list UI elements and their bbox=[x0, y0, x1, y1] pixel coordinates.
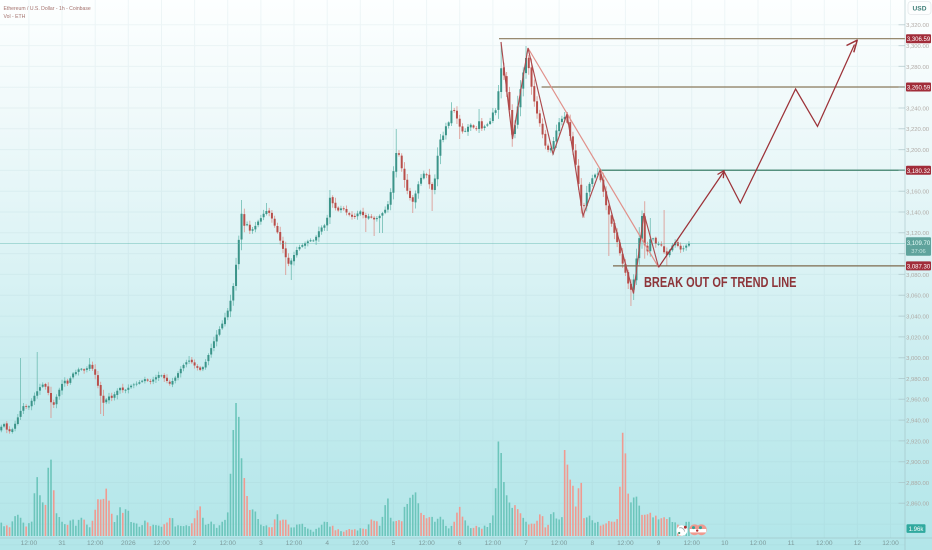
svg-text:12: 12 bbox=[854, 540, 862, 547]
svg-text:3,300.00: 3,300.00 bbox=[906, 44, 930, 50]
svg-text:BREAK OUT OF TREND LINE: BREAK OUT OF TREND LINE bbox=[644, 274, 797, 291]
svg-text:11: 11 bbox=[788, 540, 795, 547]
svg-text:6: 6 bbox=[458, 540, 462, 547]
svg-text:3,200.00: 3,200.00 bbox=[906, 148, 930, 154]
svg-text:2,900.00: 2,900.00 bbox=[906, 460, 930, 466]
svg-text:3,080.00: 3,080.00 bbox=[906, 273, 930, 279]
svg-text:3,040.00: 3,040.00 bbox=[906, 315, 930, 321]
svg-text:7: 7 bbox=[524, 540, 528, 547]
svg-text:3,320.00: 3,320.00 bbox=[906, 23, 930, 29]
svg-text:8: 8 bbox=[590, 540, 594, 547]
svg-text:31: 31 bbox=[58, 540, 66, 547]
svg-text:12:00: 12:00 bbox=[286, 540, 303, 547]
svg-text:3,109.70: 3,109.70 bbox=[907, 241, 931, 247]
svg-text:2,920.00: 2,920.00 bbox=[906, 439, 930, 445]
svg-text:3,060.00: 3,060.00 bbox=[906, 294, 930, 300]
svg-text:3,220.00: 3,220.00 bbox=[906, 127, 930, 133]
svg-text:3,280.00: 3,280.00 bbox=[906, 65, 930, 71]
svg-text:3,180.32: 3,180.32 bbox=[907, 169, 931, 175]
svg-text:3: 3 bbox=[259, 540, 263, 547]
svg-text:2: 2 bbox=[193, 540, 197, 547]
svg-text:12:00: 12:00 bbox=[882, 540, 899, 547]
svg-text:10: 10 bbox=[721, 540, 729, 547]
svg-text:3,120.00: 3,120.00 bbox=[906, 231, 930, 237]
svg-text:3,306.59: 3,306.59 bbox=[907, 37, 931, 43]
svg-text:Ethereum / U.S. Dollar - 1h -: Ethereum / U.S. Dollar - 1h - Coinbase bbox=[4, 6, 91, 12]
svg-text:3,087.30: 3,087.30 bbox=[907, 264, 931, 270]
svg-text:12:00: 12:00 bbox=[750, 540, 767, 547]
svg-text:12:00: 12:00 bbox=[153, 540, 170, 547]
svg-text:2,860.00: 2,860.00 bbox=[906, 502, 930, 508]
svg-text:3,240.00: 3,240.00 bbox=[906, 106, 930, 112]
svg-text:2,880.00: 2,880.00 bbox=[906, 481, 930, 487]
svg-text:3,140.00: 3,140.00 bbox=[906, 210, 930, 216]
svg-text:5: 5 bbox=[392, 540, 396, 547]
svg-text:12:00: 12:00 bbox=[418, 540, 435, 547]
svg-text:4: 4 bbox=[325, 540, 329, 547]
svg-text:12:00: 12:00 bbox=[551, 540, 568, 547]
svg-text:9: 9 bbox=[657, 540, 661, 547]
svg-text:2026: 2026 bbox=[121, 540, 136, 547]
svg-text:12:00: 12:00 bbox=[219, 540, 236, 547]
svg-text:3,020.00: 3,020.00 bbox=[906, 335, 930, 341]
svg-text:12:00: 12:00 bbox=[816, 540, 833, 547]
svg-text:3,160.00: 3,160.00 bbox=[906, 190, 930, 196]
svg-text:37:06: 37:06 bbox=[911, 249, 926, 255]
svg-text:12:00: 12:00 bbox=[485, 540, 502, 547]
svg-text:1.96k: 1.96k bbox=[909, 527, 925, 533]
svg-text:Vol - ETH: Vol - ETH bbox=[4, 14, 26, 20]
svg-text:3,260.59: 3,260.59 bbox=[907, 86, 931, 92]
svg-text:USD: USD bbox=[913, 6, 927, 13]
svg-text:12:00: 12:00 bbox=[87, 540, 104, 547]
svg-text:3,000.00: 3,000.00 bbox=[906, 356, 930, 362]
svg-text:12:00: 12:00 bbox=[617, 540, 634, 547]
svg-text:12:00: 12:00 bbox=[683, 540, 700, 547]
svg-text:12:00: 12:00 bbox=[352, 540, 369, 547]
svg-text:12:00: 12:00 bbox=[21, 540, 38, 547]
svg-text:2,980.00: 2,980.00 bbox=[906, 377, 930, 383]
svg-text:2,940.00: 2,940.00 bbox=[906, 419, 930, 425]
svg-text:2,960.00: 2,960.00 bbox=[906, 398, 930, 404]
